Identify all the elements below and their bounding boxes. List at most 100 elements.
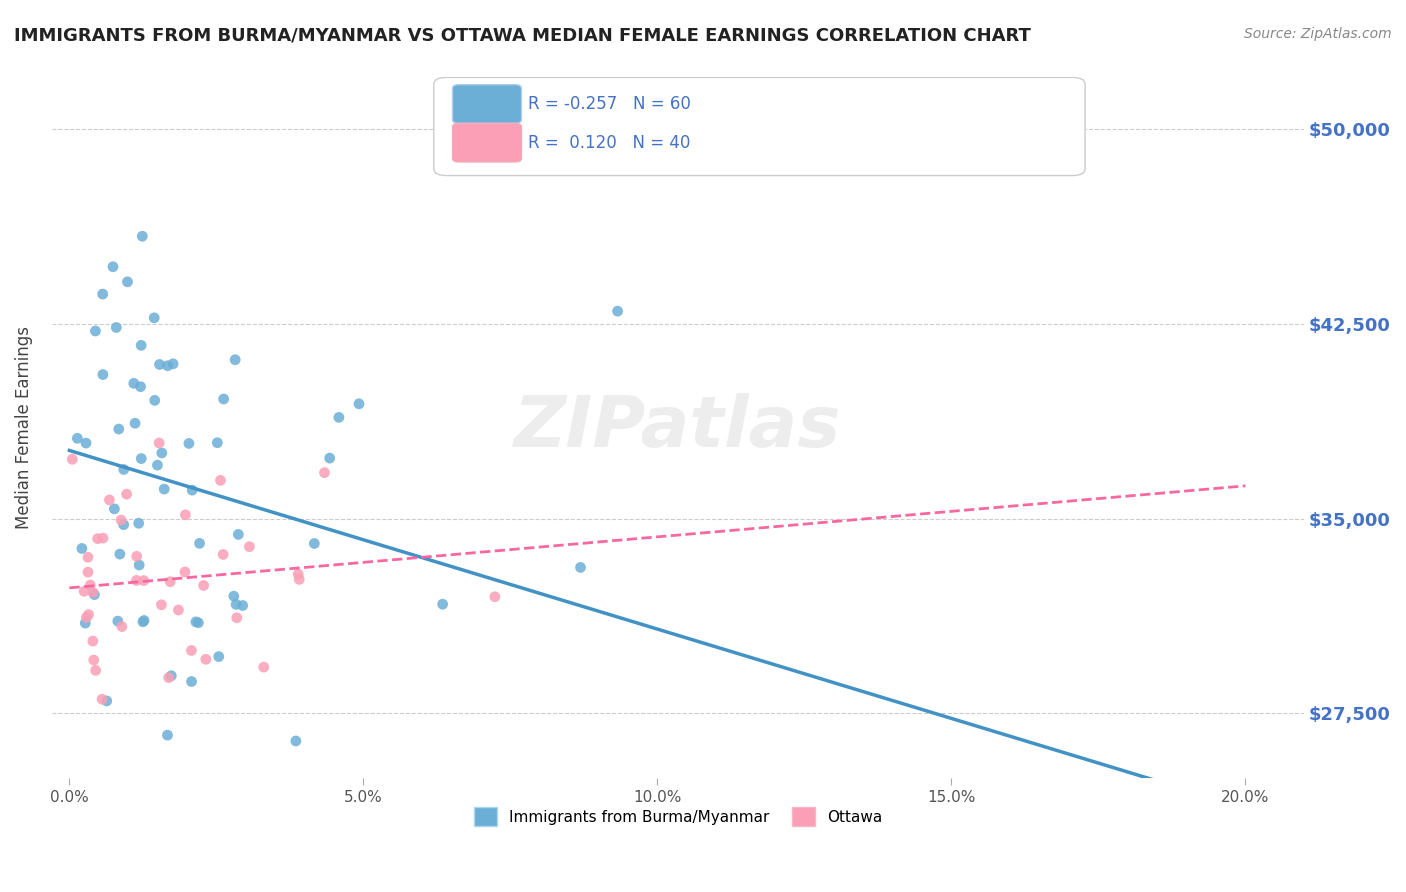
Point: [153, 482, 176, 496]
Y-axis label: Median Female Earnings: Median Female Earnings: [15, 326, 32, 529]
Point: [162, 357, 184, 371]
Point: [84, 324, 107, 338]
Text: IMMIGRANTS FROM BURMA/MYANMAR VS OTTAWA MEDIAN FEMALE EARNINGS CORRELATION CHART: IMMIGRANTS FROM BURMA/MYANMAR VS OTTAWA …: [14, 27, 1031, 45]
Point: [232, 599, 254, 613]
Point: [150, 446, 173, 460]
Point: [105, 320, 128, 334]
FancyBboxPatch shape: [453, 123, 522, 162]
Point: [73, 584, 96, 599]
Point: [82, 634, 104, 648]
Point: [111, 619, 134, 633]
Point: [157, 671, 180, 685]
Point: [110, 513, 132, 527]
Point: [184, 615, 207, 629]
Point: [222, 589, 245, 603]
Point: [143, 310, 166, 325]
Point: [288, 573, 311, 587]
FancyBboxPatch shape: [453, 85, 522, 123]
Point: [188, 536, 211, 550]
Point: [66, 431, 89, 445]
Point: [98, 492, 121, 507]
Point: [75, 616, 97, 631]
Point: [91, 287, 114, 301]
Point: [180, 643, 202, 657]
Point: [96, 694, 118, 708]
Point: [148, 436, 170, 450]
Point: [314, 466, 336, 480]
Point: [228, 527, 250, 541]
Point: [131, 229, 153, 244]
Point: [86, 532, 108, 546]
Point: [224, 352, 246, 367]
Point: [208, 649, 231, 664]
Point: [132, 615, 155, 629]
Point: [82, 585, 104, 599]
Point: [209, 474, 232, 488]
Point: [91, 368, 114, 382]
Point: [129, 380, 152, 394]
Point: [115, 487, 138, 501]
Point: [132, 614, 155, 628]
Text: Source: ZipAtlas.com: Source: ZipAtlas.com: [1244, 27, 1392, 41]
Point: [108, 547, 131, 561]
Point: [187, 615, 209, 630]
Point: [181, 483, 204, 497]
Point: [148, 358, 170, 372]
Legend: Immigrants from Burma/Myanmar, Ottawa: Immigrants from Burma/Myanmar, Ottawa: [465, 800, 890, 834]
Point: [143, 393, 166, 408]
Point: [177, 436, 200, 450]
Point: [125, 574, 148, 588]
Point: [122, 376, 145, 391]
Text: R = -0.257   N = 60: R = -0.257 N = 60: [527, 95, 690, 113]
Point: [101, 260, 124, 274]
Point: [107, 614, 129, 628]
Point: [107, 422, 129, 436]
Point: [180, 674, 202, 689]
Point: [117, 275, 139, 289]
Point: [60, 452, 83, 467]
Point: [146, 458, 169, 472]
Point: [103, 501, 125, 516]
Point: [150, 598, 173, 612]
Point: [75, 610, 97, 624]
Point: [319, 451, 342, 466]
Point: [84, 664, 107, 678]
Point: [207, 435, 229, 450]
Point: [70, 541, 93, 556]
Point: [83, 588, 105, 602]
Point: [128, 558, 150, 572]
Point: [77, 607, 100, 622]
Point: [304, 536, 326, 550]
Point: [484, 590, 506, 604]
Point: [156, 359, 179, 373]
Point: [156, 728, 179, 742]
Point: [75, 436, 97, 450]
Point: [112, 462, 135, 476]
Point: [83, 653, 105, 667]
Point: [91, 531, 114, 545]
Point: [79, 578, 101, 592]
Point: [159, 574, 181, 589]
Point: [174, 565, 197, 579]
Point: [569, 560, 592, 574]
Point: [284, 734, 307, 748]
Point: [287, 567, 309, 582]
Text: R =  0.120   N = 40: R = 0.120 N = 40: [527, 134, 690, 152]
FancyBboxPatch shape: [434, 78, 1085, 176]
Point: [129, 338, 152, 352]
Point: [225, 611, 247, 625]
Point: [328, 410, 350, 425]
Point: [194, 652, 217, 666]
Point: [129, 451, 152, 466]
Point: [174, 508, 197, 522]
Point: [212, 392, 235, 406]
Point: [128, 516, 150, 531]
Point: [432, 597, 454, 611]
Point: [606, 304, 628, 318]
Point: [225, 598, 247, 612]
Text: ZIPatlas: ZIPatlas: [515, 393, 842, 462]
Point: [112, 517, 135, 532]
Point: [253, 660, 276, 674]
Point: [238, 540, 260, 554]
Point: [77, 550, 100, 565]
